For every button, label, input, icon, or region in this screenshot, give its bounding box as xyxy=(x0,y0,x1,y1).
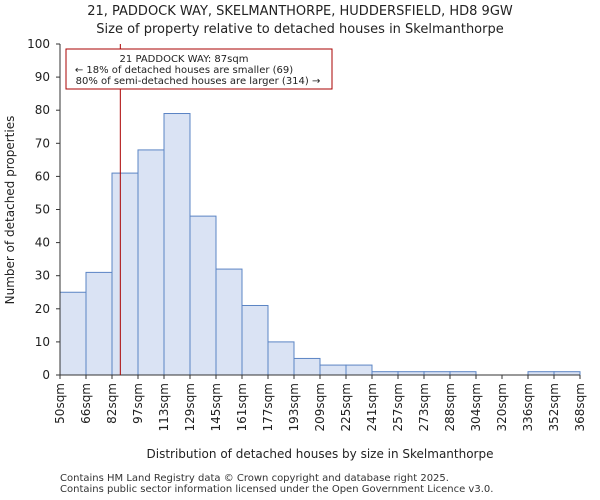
annotation-line-3: 80% of semi-detached houses are larger (… xyxy=(76,76,321,87)
x-tick-label: 161sqm xyxy=(235,383,249,431)
x-tick-label: 257sqm xyxy=(391,383,405,431)
x-tick-label: 225sqm xyxy=(339,383,353,431)
chart-subtitle: Size of property relative to detached ho… xyxy=(96,22,503,37)
x-tick-label: 368sqm xyxy=(573,383,587,431)
x-tick-label: 113sqm xyxy=(157,383,171,431)
annotation-box: 21 PADDOCK WAY: 87sqm ← 18% of detached … xyxy=(65,48,333,90)
x-tick-label: 336sqm xyxy=(521,383,535,431)
x-tick-label: 82sqm xyxy=(105,383,119,424)
bar xyxy=(293,357,321,376)
x-tick-label: 193sqm xyxy=(287,383,301,431)
bar xyxy=(241,304,269,376)
bar xyxy=(267,341,295,376)
x-tick-label: 304sqm xyxy=(469,383,483,431)
y-tick-label: 70 xyxy=(35,136,50,150)
x-tick-label: 50sqm xyxy=(53,383,67,424)
footer-line-2: Contains public sector information licen… xyxy=(60,484,494,495)
x-axis-label: Distribution of detached houses by size … xyxy=(147,447,494,461)
y-tick-label: 0 xyxy=(42,368,50,382)
y-tick-label: 10 xyxy=(35,335,50,349)
y-tick-label: 90 xyxy=(35,70,50,84)
footer-line-1: Contains HM Land Registry data © Crown c… xyxy=(60,473,449,484)
annotation-line-2: ← 18% of detached houses are smaller (69… xyxy=(75,65,293,76)
y-tick-label: 60 xyxy=(35,169,50,183)
bar xyxy=(189,215,217,376)
y-axis-label: Number of detached properties xyxy=(3,116,17,305)
chart-title: 21, PADDOCK WAY, SKELMANTHORPE, HUDDERSF… xyxy=(87,4,513,19)
y-tick-label: 50 xyxy=(35,203,50,217)
y-axis: 0 10 20 30 40 50 60 70 80 90 100 xyxy=(27,37,580,382)
x-tick-label: 352sqm xyxy=(547,383,561,431)
y-tick-label: 40 xyxy=(35,236,50,250)
bar xyxy=(345,364,373,376)
x-tick-label: 145sqm xyxy=(209,383,223,431)
x-tick-label: 241sqm xyxy=(365,383,379,431)
x-tick-label: 97sqm xyxy=(131,383,145,424)
x-tick-label: 209sqm xyxy=(313,383,327,431)
y-tick-label: 100 xyxy=(27,37,50,51)
x-tick-label: 129sqm xyxy=(183,383,197,431)
x-tick-label: 66sqm xyxy=(79,383,93,424)
bar xyxy=(137,149,165,376)
bar xyxy=(59,291,87,376)
bar xyxy=(163,113,191,376)
annotation-line-1: 21 PADDOCK WAY: 87sqm xyxy=(120,54,249,65)
x-tick-label: 177sqm xyxy=(261,383,275,431)
x-tick-label: 273sqm xyxy=(417,383,431,431)
y-tick-label: 80 xyxy=(35,103,50,117)
x-tick-label: 288sqm xyxy=(443,383,457,431)
x-axis: 50sqm 66sqm 82sqm 97sqm 113sqm 129sqm 145sqm 16… xyxy=(53,375,587,431)
bars xyxy=(59,113,581,376)
bar xyxy=(111,172,139,376)
bar xyxy=(215,268,243,376)
bar xyxy=(319,364,347,376)
y-tick-label: 30 xyxy=(35,269,50,283)
y-tick-label: 20 xyxy=(35,302,50,316)
x-tick-label: 320sqm xyxy=(495,383,509,431)
bar xyxy=(85,271,113,376)
chart: 21, PADDOCK WAY, SKELMANTHORPE, HUDDERSF… xyxy=(3,4,587,461)
